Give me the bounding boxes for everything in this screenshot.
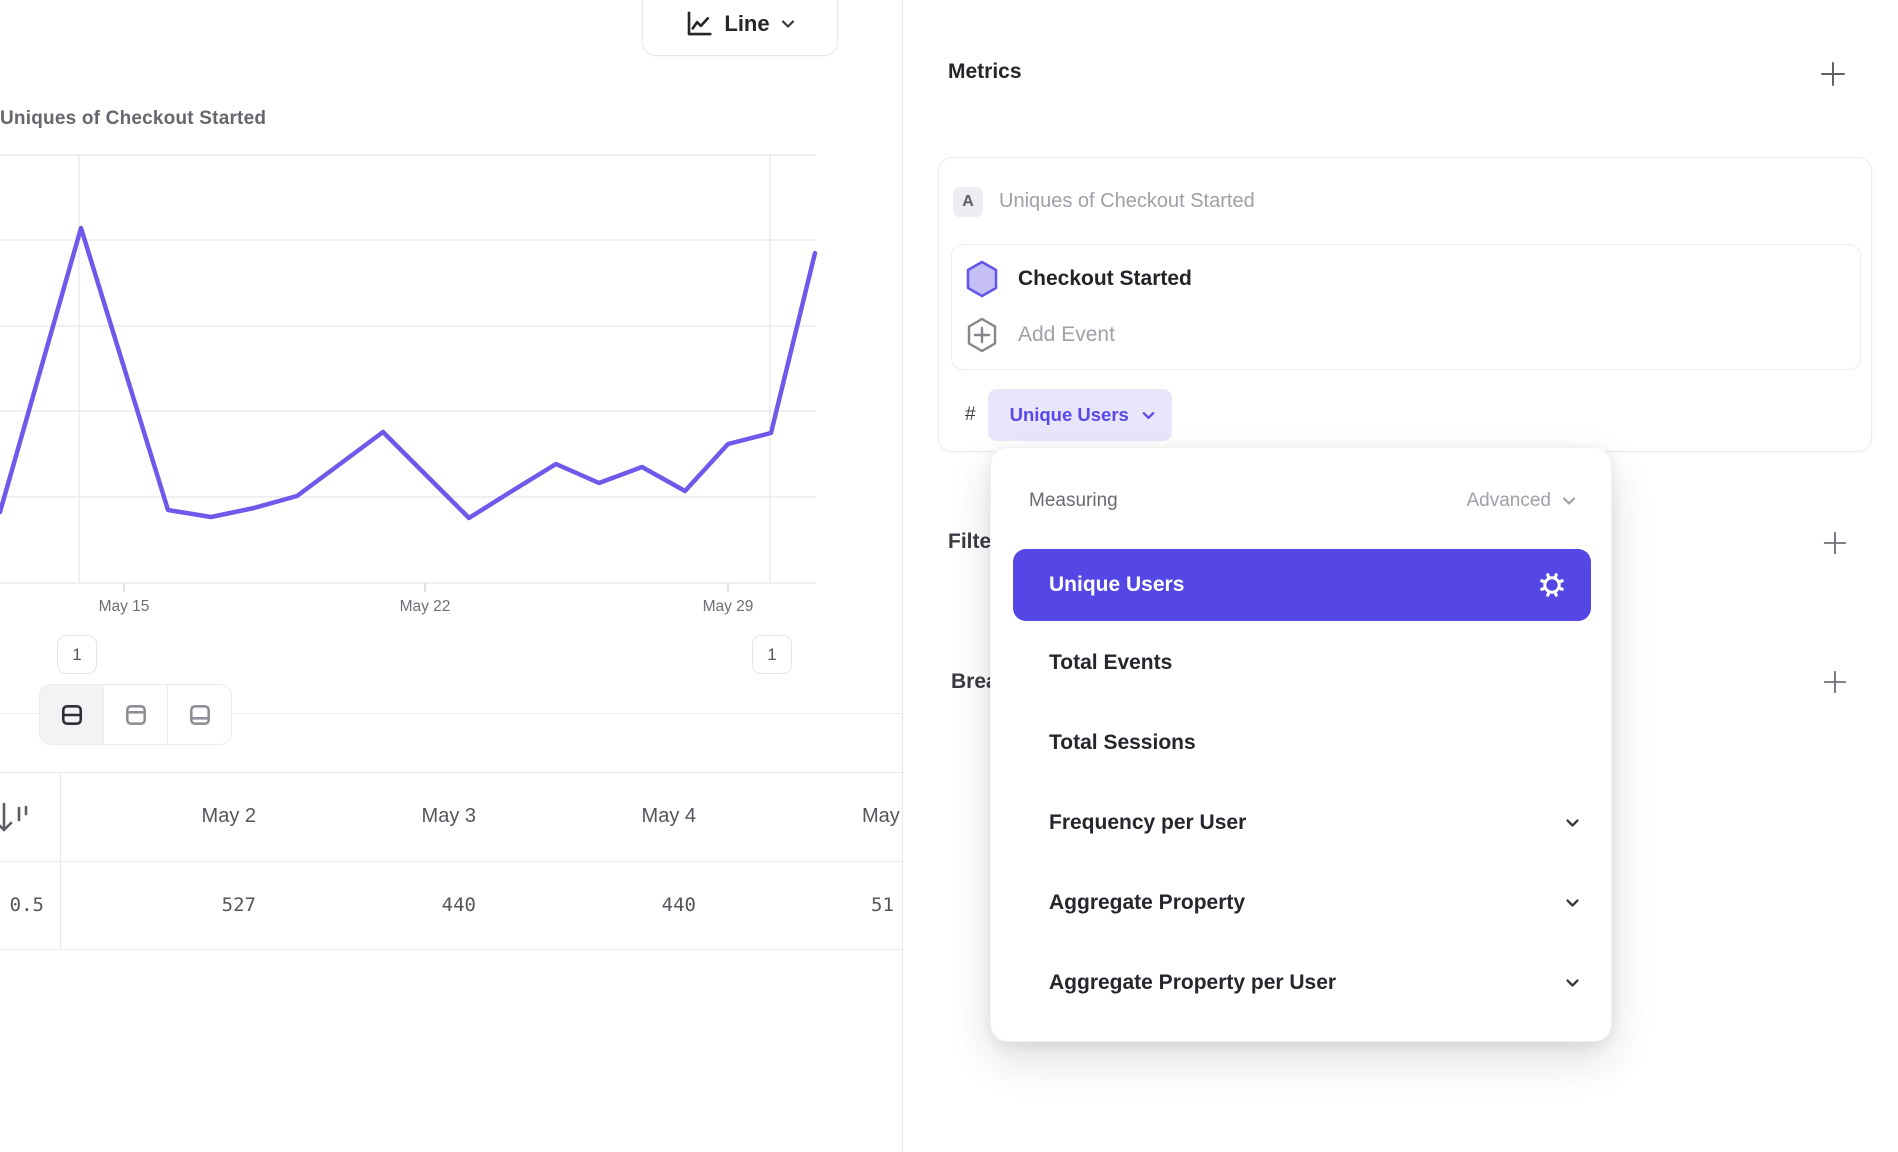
table-column-header[interactable]: May	[862, 805, 900, 827]
menu-item-frequency-per-user[interactable]: Frequency per User	[991, 783, 1611, 863]
table-border	[0, 949, 902, 950]
measuring-dropdown-header: Measuring Advanced	[991, 478, 1611, 524]
gear-icon[interactable]	[1537, 570, 1567, 600]
panel-divider	[902, 0, 903, 1152]
table-frozen-cell-value: 0.5	[9, 894, 44, 916]
chevron-down-icon	[781, 20, 794, 28]
measuring-dropdown: Measuring Advanced Unique Users Total Eve…	[990, 447, 1612, 1042]
layout-split-view-button[interactable]	[40, 685, 103, 744]
x-tick-label: May 29	[702, 598, 754, 615]
chart-type-dropdown[interactable]: Line	[642, 0, 838, 56]
menu-item-label: Total Sessions	[1049, 731, 1196, 754]
advanced-mode-toggle[interactable]: Advanced	[1466, 490, 1577, 512]
table-column-header[interactable]: May 4	[641, 805, 696, 827]
table-only-icon	[189, 704, 210, 725]
table-cell-value: 527	[221, 894, 256, 916]
table-cell-value: 440	[661, 894, 696, 916]
menu-item-label: Frequency per User	[1049, 811, 1247, 834]
plus-icon	[1821, 62, 1845, 86]
chart-line-series-a[interactable]	[0, 225, 818, 521]
page-number-badge[interactable]: 1	[752, 635, 792, 674]
count-symbol: #	[965, 404, 976, 425]
advanced-label: Advanced	[1466, 490, 1551, 511]
chevron-down-icon	[1566, 899, 1579, 907]
sort-descending-icon[interactable]	[0, 796, 30, 845]
table-column-header[interactable]: May 2	[201, 805, 256, 827]
menu-item-label: Unique Users	[1049, 573, 1185, 596]
series-letter-badge: A	[953, 187, 983, 217]
menu-item-unique-users[interactable]: Unique Users	[1013, 549, 1591, 621]
add-filter-button[interactable]	[1820, 528, 1850, 558]
menu-item-label: Aggregate Property per User	[1049, 971, 1337, 994]
table-column-divider	[60, 772, 61, 950]
add-metric-button[interactable]	[1818, 59, 1848, 89]
split-view-icon	[61, 704, 82, 725]
menu-item-label: Aggregate Property	[1049, 891, 1246, 914]
metric-card-title: Uniques of Checkout Started	[999, 190, 1255, 212]
chart-only-icon	[125, 704, 146, 725]
table-border	[0, 861, 902, 862]
menu-item-aggregate-property[interactable]: Aggregate Property	[991, 863, 1611, 943]
chevron-down-icon	[1562, 497, 1576, 505]
layout-toggle-group	[39, 684, 232, 745]
layout-chart-only-button[interactable]	[103, 685, 167, 744]
measuring-label: Measuring	[1029, 490, 1118, 511]
data-table: May 2 527 May 3 440 May 4 440 May 51 0.5	[0, 772, 902, 950]
chevron-down-icon	[1566, 819, 1579, 827]
chevron-down-icon	[1566, 979, 1579, 987]
table-cell-value: 51	[871, 894, 894, 916]
chart-type-label: Line	[724, 11, 770, 36]
line-chart-icon	[688, 11, 712, 36]
line-chart[interactable]	[0, 0, 902, 640]
layout-table-only-button[interactable]	[167, 685, 231, 744]
chart-table-divider	[0, 713, 902, 714]
measure-chip-unique-users[interactable]: Unique Users	[987, 389, 1172, 441]
chart-canvas	[0, 154, 818, 592]
event-name: Checkout Started	[1018, 267, 1192, 290]
plus-icon	[1823, 670, 1847, 694]
table-border	[0, 772, 902, 773]
add-event-hexagon-plus-icon	[967, 317, 997, 353]
add-breakdown-button[interactable]	[1820, 667, 1850, 697]
breakdowns-section-title: Breakdowns	[951, 670, 991, 693]
chart-title: Uniques of Checkout Started	[0, 108, 267, 129]
menu-item-total-events[interactable]: Total Events	[991, 623, 1611, 703]
filters-section-title: Filters	[948, 530, 992, 553]
table-column-header[interactable]: May 3	[421, 805, 476, 827]
page-number-badge[interactable]: 1	[57, 635, 97, 674]
event-hexagon-icon	[966, 260, 998, 298]
menu-item-total-sessions[interactable]: Total Sessions	[991, 703, 1611, 783]
menu-item-aggregate-property-per-user[interactable]: Aggregate Property per User	[991, 943, 1611, 1023]
metrics-section-title: Metrics	[948, 60, 1022, 83]
table-cell-value: 440	[441, 894, 476, 916]
menu-item-label: Total Events	[1049, 651, 1173, 674]
chevron-down-icon	[1142, 411, 1155, 419]
measure-chip-label: Unique Users	[1009, 404, 1129, 425]
metric-card: A Uniques of Checkout Started Checkout S…	[938, 157, 1872, 452]
add-event-button[interactable]: Add Event	[964, 309, 1115, 361]
x-tick-label: May 15	[98, 598, 150, 615]
measurement-row: # Unique Users	[965, 389, 1172, 441]
plus-icon	[1823, 531, 1847, 555]
x-tick-label: May 22	[399, 598, 451, 615]
add-event-label: Add Event	[1018, 323, 1115, 346]
event-box: Checkout Started Add Event	[951, 244, 1861, 370]
event-row-checkout-started[interactable]: Checkout Started	[964, 253, 1192, 305]
